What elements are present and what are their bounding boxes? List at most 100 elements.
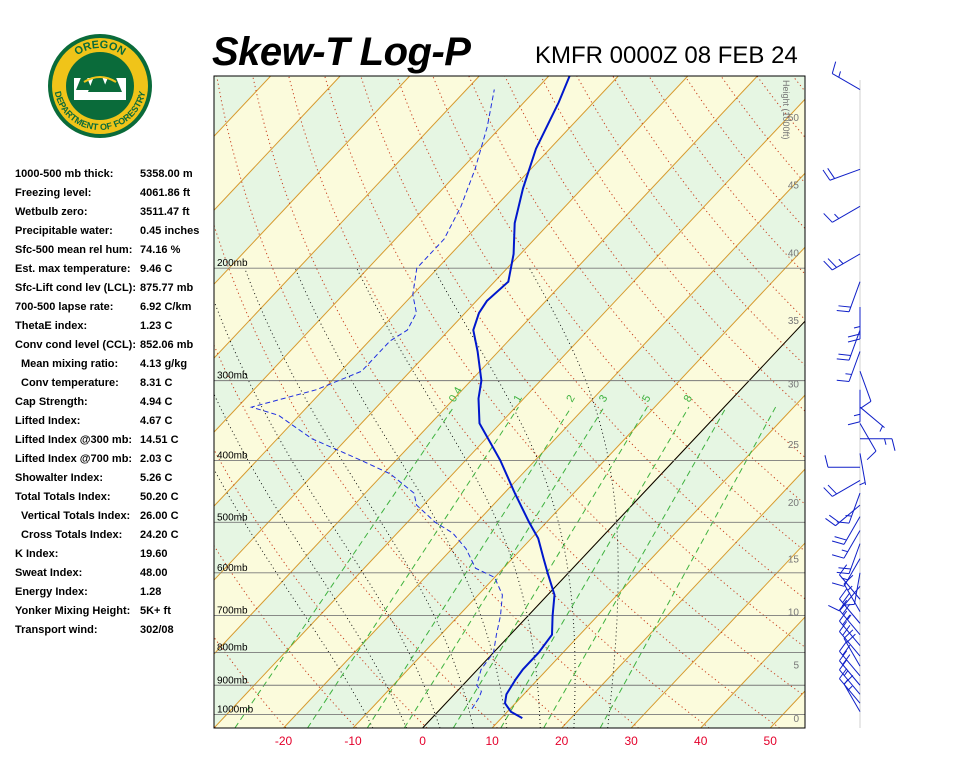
index-row: Mean mixing ratio: 4.13 g/kg (15, 358, 215, 377)
index-label: Wetbulb zero: (15, 206, 88, 218)
index-value: 2.03 C (140, 453, 173, 465)
wind-barb (859, 423, 877, 461)
isotherm-line (214, 76, 480, 359)
height-tick-label: 50 (788, 113, 800, 124)
temperature-tick-label: 0 (419, 734, 426, 748)
chart-title: Skew-T Log-P (212, 30, 471, 74)
isotherm-line (283, 172, 805, 728)
stability-indices-panel: 1000-500 mb thick: 5358.00 m Freezing leve… (15, 168, 215, 643)
height-tick-label: 45 (788, 181, 800, 192)
index-row: Transport wind: 302/08 (15, 624, 215, 643)
index-label: Transport wind: (15, 624, 98, 636)
index-value: 1.28 (140, 586, 162, 598)
wind-barb (843, 574, 861, 612)
dry-adiabat (214, 636, 287, 728)
index-label: Est. max temperature: (15, 263, 131, 275)
index-row: Sweat Index: 48.00 (15, 567, 215, 586)
index-label: Conv cond level (CCL): (15, 339, 137, 351)
wind-barb (831, 558, 861, 587)
isotherm-band (214, 76, 805, 728)
index-value: 4.67 C (140, 415, 173, 427)
index-value: 302/08 (140, 624, 174, 636)
index-row: Cross Totals Index: 24.20 C (15, 529, 215, 548)
dry-adiabat (396, 76, 805, 600)
dry-adiabat (252, 76, 710, 728)
index-label: Cap Strength: (15, 396, 88, 408)
index-value: 852.06 mb (140, 339, 194, 351)
index-row: Wetbulb zero: 3511.47 ft (15, 206, 215, 225)
wind-barb (836, 492, 861, 524)
isotherm-line (0, 76, 201, 728)
index-row: Freezing level: 4061.86 ft (15, 187, 215, 206)
temperature-tick-label: -20 (275, 734, 293, 748)
height-axis-label: Height (1000ft) (781, 80, 791, 140)
temperature-tick-label: 20 (555, 734, 569, 748)
pressure-label: 800mb (217, 643, 248, 654)
dry-adiabat (360, 76, 805, 648)
isotherm-line (0, 76, 132, 728)
height-tick-label: 25 (788, 440, 800, 451)
index-row: Lifted Index @700 mb: 2.03 C (15, 453, 215, 472)
dry-adiabat (216, 76, 639, 728)
index-value: 1.23 C (140, 320, 173, 332)
wind-barb (823, 205, 861, 223)
pressure-label: 300mb (217, 371, 248, 382)
index-value: 4.13 g/kg (140, 358, 188, 370)
height-tick-label: 35 (788, 316, 800, 327)
isotherm-line (214, 76, 619, 507)
pressure-label: 900mb (217, 675, 248, 686)
index-label: 1000-500 mb thick: (15, 168, 114, 180)
temperature-tick-label: 10 (485, 734, 499, 748)
wind-barb (839, 610, 861, 646)
isotherm-line (840, 76, 960, 728)
index-label: Freezing level: (15, 187, 92, 199)
mixing-ratio-label: 5 (640, 393, 653, 404)
index-label: K Index: (15, 548, 59, 560)
isotherm-line (214, 76, 758, 655)
wind-barb (859, 371, 872, 409)
wind-barb (839, 621, 861, 657)
index-value: 24.20 C (140, 529, 179, 541)
dry-adiabat (792, 76, 805, 93)
wind-barb (823, 480, 861, 497)
wind-barb (859, 453, 867, 486)
isotherm-line (214, 76, 689, 581)
dry-adiabat (214, 223, 569, 728)
isotherm-band (840, 76, 960, 728)
isotherm-line (909, 76, 960, 728)
mixing-ratio-line (366, 406, 572, 728)
index-row: Showalter Index: 5.26 C (15, 472, 215, 491)
pressure-label: 1000mb (217, 704, 254, 715)
index-row: Energy Index: 1.28 (15, 586, 215, 605)
index-value: 3511.47 ft (140, 206, 190, 218)
index-label: Mean mixing ratio: (21, 358, 119, 370)
oregon-forestry-logo: OREGON DEPARTMENT OF FORESTRY (44, 32, 156, 140)
mixing-ratio-label: 3 (597, 393, 610, 404)
height-tick-label: 40 (788, 249, 800, 260)
height-tick-label: 5 (793, 660, 799, 671)
wind-barb (831, 516, 861, 545)
isotherm-line (214, 98, 805, 728)
index-label: Total Totals Index: (15, 491, 111, 503)
moist-adiabat (529, 267, 619, 728)
index-value: 48.00 (140, 567, 168, 579)
index-value: 6.92 C/km (140, 301, 192, 313)
wind-barb (836, 281, 861, 313)
index-label: Lifted Index: (15, 415, 81, 427)
index-label: Yonker Mixing Height: (15, 605, 131, 617)
wind-barb (836, 329, 861, 361)
dry-adiabat (324, 76, 805, 697)
index-row: Conv cond level (CCL): 852.06 mb (15, 339, 215, 358)
index-label: Lifted Index @700 mb: (15, 453, 133, 465)
isotherm-line (630, 542, 805, 728)
index-row: Lifted Index: 4.67 C (15, 415, 215, 434)
index-value: 4.94 C (140, 396, 173, 408)
temperature-tick-label: 40 (694, 734, 708, 748)
temperature-tick-label: 50 (764, 734, 778, 748)
index-label: Lifted Index @300 mb: (15, 434, 133, 446)
isotherm-line (214, 76, 341, 211)
pressure-label: 500mb (217, 512, 248, 523)
index-row: Est. max temperature: 9.46 C (15, 263, 215, 282)
index-value: 9.46 C (140, 263, 173, 275)
